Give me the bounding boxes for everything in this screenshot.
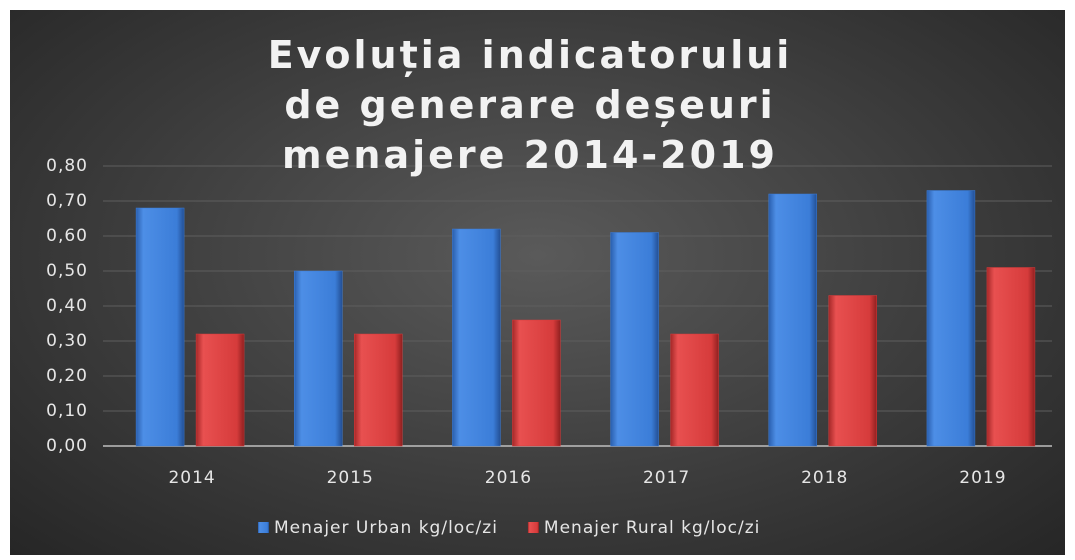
chart-background [10, 10, 1065, 555]
bar [768, 193, 817, 447]
bar [512, 319, 561, 447]
y-tick-label: 0,30 [46, 331, 88, 351]
bar [354, 333, 403, 447]
chart-title: Evoluția indicatorului de generare deșeu… [267, 33, 793, 177]
bar [670, 333, 719, 447]
y-tick-label: 0,20 [46, 366, 88, 386]
y-tick-label: 0,50 [46, 261, 88, 281]
y-tick-label: 0,10 [46, 401, 88, 421]
x-tick-label: 2016 [485, 468, 532, 488]
legend-label: Menajer Rural kg/loc/zi [544, 518, 760, 538]
bar [135, 207, 185, 447]
bar [986, 267, 1036, 447]
legend-label: Menajer Urban kg/loc/zi [274, 518, 498, 538]
y-tick-label: 0,40 [46, 296, 88, 316]
y-tick-label: 0,80 [46, 156, 88, 176]
legend-swatch [527, 522, 539, 533]
x-tick-label: 2017 [643, 468, 690, 488]
bar [828, 295, 877, 447]
x-tick-label: 2019 [959, 468, 1006, 488]
bar [294, 270, 343, 447]
x-tick-label: 2018 [801, 468, 848, 488]
bar [610, 232, 659, 447]
legend-swatch [258, 522, 269, 533]
x-tick-label: 2015 [327, 468, 374, 488]
bar [926, 190, 976, 447]
y-tick-label: 0,60 [46, 226, 88, 246]
bar [195, 333, 245, 447]
x-tick-label: 2014 [168, 468, 215, 488]
bar [452, 228, 501, 447]
y-tick-label: 0,00 [46, 436, 88, 456]
y-tick-label: 0,70 [46, 191, 88, 211]
